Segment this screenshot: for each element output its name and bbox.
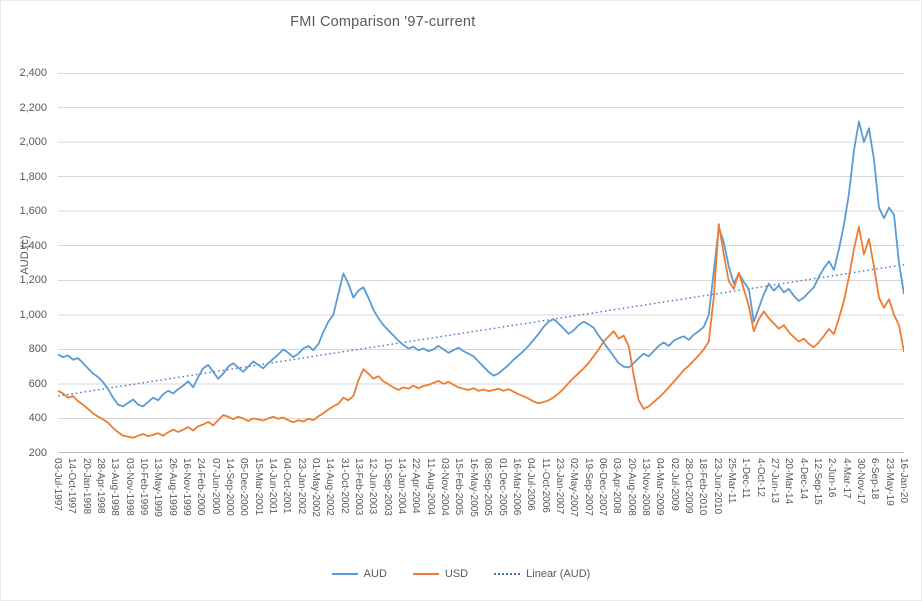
legend-item-aud: AUD [331,568,387,580]
x-tick-label: 15-Mar-2001 [252,458,264,516]
x-tick-label: 13-Aug-1998 [109,458,121,516]
y-tick-label: 1,800 [19,170,47,183]
x-tick-label: 03-Apr-2008 [611,458,623,514]
x-tick-label: 20-Mar-14 [783,458,795,505]
legend-item-linear-aud: Linear (AUD) [494,568,590,580]
x-tick-label: 06-Dec-2007 [596,458,608,516]
x-tick-label: 16-Jan-20 [898,458,909,504]
x-tick-label: 02-May-2007 [568,458,580,517]
x-tick-label: 14-Jan-2004 [396,458,408,515]
x-tick-label: 6-Sep-18 [869,458,881,500]
y-tick-label: 1,200 [19,274,47,287]
x-tick-label: 1-Dec-11 [740,458,752,499]
x-tick-label: 10-Feb-1999 [138,458,150,516]
x-tick-label: 2-Jun-16 [826,458,838,498]
x-tick-label: 4-Mar-17 [840,458,852,499]
x-tick-label: 07-Jun-2000 [209,458,221,515]
x-tick-label: 16-Nov-1999 [181,458,193,516]
x-tick-label: 31-Oct-2002 [338,458,350,514]
x-tick-label: 24-Feb-2000 [195,458,207,516]
x-tick-label: 08-Sep-2005 [482,458,494,516]
x-tick-label: 23-Jan-2002 [295,458,307,515]
x-tick-label: 23-Jun-2010 [711,458,723,515]
x-tick-label: 19-Sep-2007 [582,458,594,516]
x-tick-label: 23-May-19 [883,458,895,506]
y-tick-label: 1,400 [19,239,47,252]
x-tick-label: 01-Dec-2005 [496,458,508,516]
usd-line-swatch [412,573,439,575]
x-tick-label: 11-Aug-2004 [424,458,436,516]
y-tick-label: 1,000 [19,308,47,321]
x-tick-label: 27-Jun-13 [768,458,780,504]
x-tick-label: 20-Aug-2008 [625,458,637,516]
x-axis-tick-labels: 03-Jul-1997 14-Oct-1997 20-Jan-1998 28-Apr-… [1,458,921,563]
x-tick-label: 26-Aug-1999 [166,458,178,516]
x-tick-label: 16-Mar-2006 [510,458,522,516]
legend: AUD USD Linear (AUD) [1,568,921,580]
y-tick-label: 2,400 [19,67,47,79]
x-tick-label: 14-Aug-2002 [324,458,336,516]
x-tick-label: 02-Jul-2009 [668,458,680,511]
x-tick-label: 23-Jan-2007 [553,458,565,515]
x-tick-label: 28-Apr-1998 [95,458,107,514]
x-tick-label: 18-Feb-2010 [697,458,709,516]
x-tick-label: 13-Feb-2003 [353,458,365,516]
y-tick-label: 400 [28,412,47,425]
x-tick-label: 03-Nov-2004 [439,458,451,516]
x-tick-label: 01-May-2002 [310,458,322,517]
x-tick-label: 4-Oct-12 [754,458,766,497]
trendline-linear-aud [57,264,905,397]
linear-aud-line-swatch [494,573,521,575]
x-tick-label: 13-May-1999 [152,458,164,517]
x-tick-label: 12-Sep-15 [811,458,823,505]
x-tick-label: 14-Sep-2000 [224,458,236,516]
plot-area [57,73,905,453]
x-tick-label: 28-Oct-2009 [682,458,694,514]
x-tick-label: 12-Jun-2003 [367,458,379,515]
x-tick-label: 13-Nov-2008 [639,458,651,516]
y-axis-tick-labels: 200 400 600 800 1,000 1,200 1,400 1,600 1,800 2,0… [1,67,51,459]
y-tick-label: 800 [28,343,47,356]
x-tick-label: 05-Dec-2000 [238,458,250,516]
series-line-aud [57,120,905,408]
y-tick-label: 2,200 [19,101,47,114]
series-line-usd [57,223,905,439]
x-tick-label: 30-Nov-17 [854,458,866,505]
x-tick-label: 25-Mar-11 [725,458,737,504]
x-tick-label: 16-May-2005 [467,458,479,517]
x-tick-label: 03-Nov-1998 [123,458,135,516]
y-tick-label: 2,000 [19,136,47,149]
y-tick-label: 600 [28,377,47,390]
legend-label-linear-aud: Linear (AUD) [526,568,591,580]
x-tick-label: 03-Jul-1997 [52,458,63,511]
chart-title: FMI Comparison '97-current [290,14,476,30]
x-tick-label: 14-Oct-1997 [66,458,78,514]
legend-label-aud: AUD [363,568,387,580]
x-tick-label: 20-Jan-1998 [80,458,92,515]
x-tick-label: 14-Jun-2001 [267,458,279,515]
y-tick-label: 200 [28,447,47,459]
x-tick-label: 04-Mar-2009 [654,458,666,516]
x-tick-label: 15-Feb-2005 [453,458,465,516]
x-tick-label: 10-Sep-2003 [381,458,393,516]
x-tick-label: 22-Apr-2004 [410,458,422,514]
x-tick-label: 04-Oct-2001 [281,458,293,514]
legend-item-usd: USD [412,568,469,580]
y-tick-label: 1,600 [19,205,47,218]
legend-label-usd: USD [444,568,469,580]
x-tick-label: 4-Dec-14 [797,458,809,500]
aud-line-swatch [331,573,358,575]
x-tick-label: 11-Oct-2006 [539,458,551,513]
x-tick-label: 04-Jul-2006 [525,458,537,511]
